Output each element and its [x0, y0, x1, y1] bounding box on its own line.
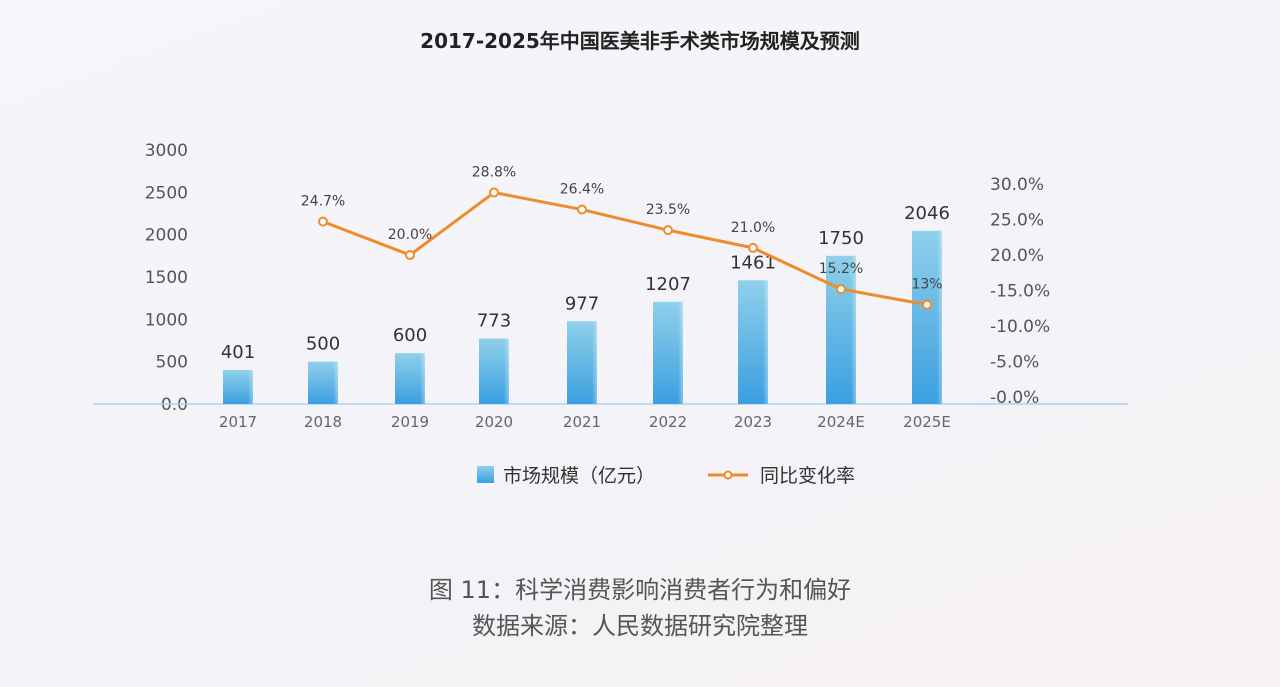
- rate-value-label: 24.7%: [301, 194, 345, 210]
- y2-axis-tick-label: -5.0%: [990, 353, 1039, 373]
- bar-value-label: 1207: [645, 274, 691, 295]
- x-axis-tick-label: 2023: [734, 413, 772, 431]
- bar-highlight: [248, 370, 253, 404]
- bar-value-label: 500: [306, 334, 340, 355]
- rate-point: [577, 204, 587, 215]
- rate-value-label: 13%: [911, 277, 942, 293]
- figure-source: 数据来源：人民数据研究院整理: [472, 612, 808, 640]
- legend-line-label: 同比变化率: [760, 465, 855, 487]
- legend-bar-swatch: [477, 466, 494, 483]
- bar-value-label: 600: [393, 325, 427, 346]
- rate-value-label: 21.0%: [731, 220, 775, 236]
- y-axis-tick-label: 1500: [145, 268, 188, 288]
- rate-point: [405, 250, 415, 260]
- y-axis-tick-label: 1000: [145, 310, 188, 330]
- bar-value-label: 773: [477, 311, 511, 332]
- x-axis-tick-label: 2022: [649, 413, 687, 431]
- y2-axis-tick-label: 20.0%: [990, 246, 1044, 266]
- rate-value-label: 28.8%: [472, 165, 516, 181]
- legend-bar-label: 市场规模（亿元）: [503, 465, 655, 487]
- rate-value-label: 15.2%: [819, 261, 863, 277]
- chart-title: 2017-2025年中国医美非手术类市场规模及预测: [420, 29, 860, 53]
- rate-point: [748, 242, 758, 253]
- y-axis-tick-label: 500: [156, 353, 188, 373]
- rate-point: [489, 187, 499, 198]
- bar-highlight: [504, 338, 509, 404]
- y2-axis-tick-label: -15.0%: [990, 282, 1050, 302]
- x-axis-tick-label: 2018: [304, 413, 342, 431]
- figure-caption: 图 11：科学消费影响消费者行为和偏好: [428, 576, 852, 604]
- rate-point: [663, 225, 673, 236]
- bar-highlight: [763, 280, 768, 404]
- y2-axis-tick-label: -10.0%: [990, 317, 1050, 337]
- rate-value-label: 20.0%: [388, 227, 432, 243]
- legend-line-marker: [723, 470, 733, 480]
- rate-value-label: 23.5%: [646, 202, 690, 218]
- y-axis-tick-label: 2500: [145, 183, 188, 203]
- bar-value-label: 1461: [730, 252, 776, 273]
- y-axis-tick-label: 2000: [145, 226, 188, 246]
- x-axis-tick-label: 2024E: [817, 413, 865, 431]
- x-axis-tick-label: 2019: [391, 413, 429, 431]
- x-axis-tick-label: 2025E: [903, 413, 951, 431]
- x-axis-tick-label: 2021: [563, 413, 601, 431]
- x-axis-tick-label: 2017: [219, 413, 257, 431]
- rate-point: [318, 216, 328, 227]
- rate-point: [836, 284, 846, 295]
- x-axis-tick-label: 2020: [475, 413, 513, 431]
- bar-value-label: 1750: [818, 228, 864, 249]
- bar-value-label: 401: [221, 342, 255, 363]
- y-axis-tick-label: 0.0: [161, 395, 188, 415]
- rate-line: [322, 191, 928, 307]
- y-axis-tick-label: 3000: [145, 141, 188, 161]
- bar-value-label: 2046: [904, 203, 950, 224]
- rate-value-label: 26.4%: [560, 182, 604, 198]
- y2-axis-tick-label: 30.0%: [990, 175, 1044, 195]
- bar-highlight: [678, 301, 683, 404]
- bar-highlight: [592, 321, 597, 404]
- bar-highlight: [333, 361, 338, 404]
- bar-highlight: [851, 255, 856, 404]
- rate-point: [922, 299, 932, 310]
- y2-axis-tick-label: -0.0%: [990, 388, 1039, 408]
- bar-highlight: [937, 230, 942, 404]
- bar-value-label: 977: [565, 293, 599, 314]
- y2-axis-tick-label: 25.0%: [990, 211, 1044, 231]
- bar-highlight: [420, 353, 425, 404]
